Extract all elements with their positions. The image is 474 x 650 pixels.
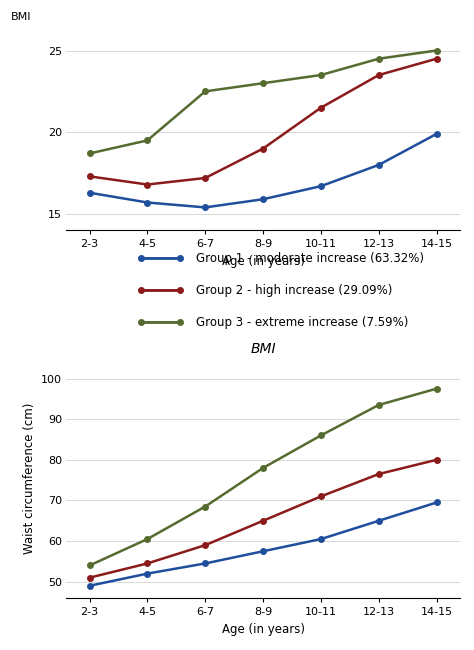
- Text: Group 3 - extreme increase (7.59%): Group 3 - extreme increase (7.59%): [196, 316, 409, 329]
- Text: Group 2 - high increase (29.09%): Group 2 - high increase (29.09%): [196, 284, 392, 297]
- Text: Group 1 - moderate increase (63.32%): Group 1 - moderate increase (63.32%): [196, 252, 424, 265]
- X-axis label: Age (in years): Age (in years): [221, 623, 305, 636]
- Text: BMI: BMI: [250, 342, 276, 356]
- Y-axis label: Waist circumference (cm): Waist circumference (cm): [23, 402, 36, 554]
- Text: BMI: BMI: [10, 12, 31, 22]
- X-axis label: Age (in years): Age (in years): [221, 255, 305, 268]
